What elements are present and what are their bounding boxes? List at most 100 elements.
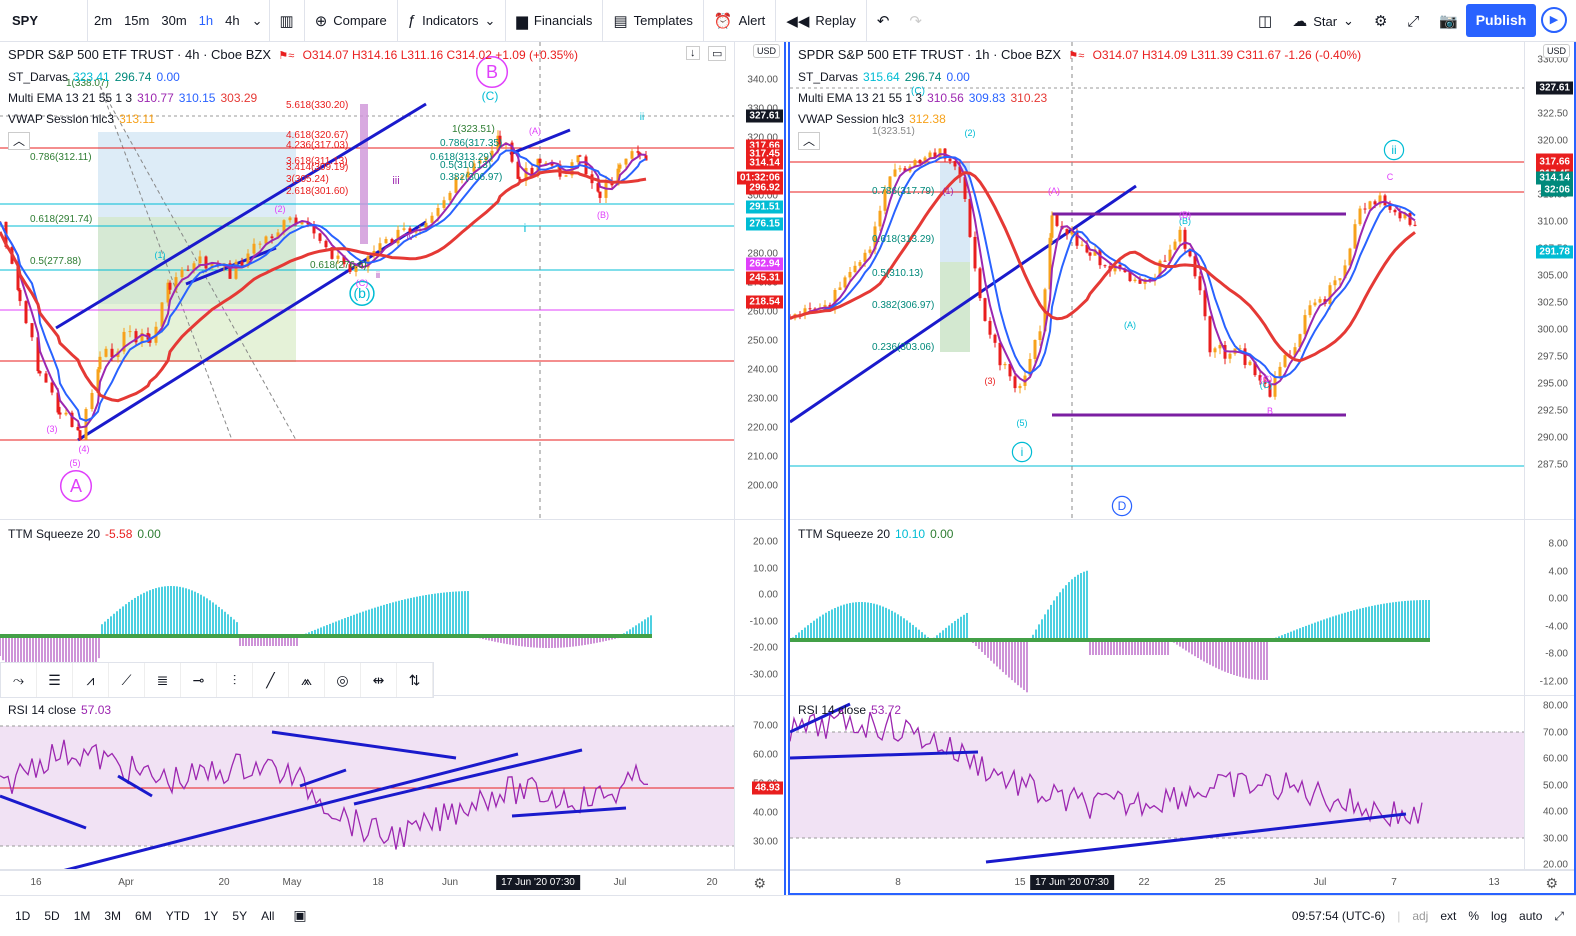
range-3M[interactable]: 3M: [104, 908, 122, 923]
scroll-down-icon[interactable]: ↓: [686, 46, 700, 60]
right-ind-vwap[interactable]: VWAP Session hlc3 312.38: [798, 109, 1361, 130]
indicators-button[interactable]: ƒ Indicators ⌄: [398, 0, 506, 42]
settings-button[interactable]: ⚙: [1364, 0, 1397, 42]
gear-icon[interactable]: ⚙: [1545, 875, 1558, 891]
undo-button[interactable]: ↶: [867, 0, 900, 42]
fullscreen-button[interactable]: ⤢: [1397, 0, 1429, 42]
range-YTD[interactable]: YTD: [165, 908, 190, 923]
spiral-icon[interactable]: ◎: [325, 663, 361, 697]
ext-toggle[interactable]: ext: [1440, 909, 1457, 923]
collapse-legend-button[interactable]: ︿: [8, 132, 30, 150]
left-title[interactable]: SPDR S&P 500 ETF TRUST · 4h · Cboe BZX: [8, 47, 271, 62]
right-ind-ema[interactable]: Multi EMA 13 21 55 1 3 310.56 309.83 310.23: [798, 88, 1361, 109]
left-open: O314.07: [302, 48, 349, 62]
interval-4h[interactable]: 4h: [225, 12, 240, 28]
abc-pattern-icon[interactable]: ⤳: [1, 663, 37, 697]
rsi-trendline: [63, 752, 519, 869]
right-ind-darvas[interactable]: ST_Darvas 315.64 296.74 0.00: [798, 67, 1361, 88]
fullscreen-icon[interactable]: ⤢: [1554, 908, 1564, 923]
right-time-axis[interactable]: 8 15 22 25 Jul 7 13 17 Jun '20 07:30 ⚙: [790, 870, 1574, 895]
elliott-wave-icon[interactable]: ⩘: [73, 663, 109, 697]
auto-toggle[interactable]: auto: [1519, 909, 1543, 923]
percent-toggle[interactable]: %: [1468, 909, 1480, 923]
publish-button[interactable]: Publish: [1466, 4, 1536, 37]
collapse-legend-button[interactable]: ︿: [798, 132, 820, 150]
right-alert-icon[interactable]: ⚑≈: [1068, 50, 1085, 62]
chart-type-button[interactable]: ▥: [270, 0, 304, 42]
trend-angle-icon[interactable]: ⟋: [109, 663, 145, 697]
left-time-axis[interactable]: 16 Apr 20 May 18 Jun Jul 20 17 Jun '20 07:30 ⚙: [0, 870, 784, 895]
snapshot-button[interactable]: 📷: [1429, 0, 1468, 42]
range-1Y[interactable]: 1Y: [203, 908, 219, 923]
log-toggle[interactable]: log: [1491, 909, 1508, 923]
axis-tick: 310.00: [1537, 216, 1568, 228]
time-tick: 15: [1014, 877, 1026, 888]
horizontal-ray-icon[interactable]: ⊸: [181, 663, 217, 697]
alert-button[interactable]: ⏰ Alert: [704, 0, 775, 42]
horizontal-lines-icon[interactable]: ☰: [37, 663, 73, 697]
candle: [858, 262, 862, 266]
trend-line-icon[interactable]: ╱: [253, 663, 289, 697]
financials-button[interactable]: ▆ Financials: [506, 0, 602, 42]
price-label: 245.31: [746, 271, 783, 285]
clock-time[interactable]: 09:57:54 (UTC-6): [1291, 909, 1386, 923]
fib-retracement-icon[interactable]: ≣: [145, 663, 181, 697]
left-squeeze-axis[interactable]: 20.00 10.00 0.00 -10.00 -20.00 -30.00: [734, 520, 784, 695]
left-ind-ema[interactable]: Multi EMA 13 21 55 1 3 310.77 310.15 303.29: [8, 88, 578, 109]
currency-label[interactable]: USD: [1542, 44, 1570, 58]
axis-tick: 30.00: [752, 836, 778, 848]
right-chart-panel[interactable]: 1(323.51) 0.786(317.79) 0.618(313.29) 0.5(3…: [788, 42, 1576, 895]
date-range-calendar-icon[interactable]: ▣: [293, 907, 307, 923]
candle: [228, 263, 232, 279]
range-5D[interactable]: 5D: [44, 908, 60, 923]
play-icon[interactable]: ▶: [1541, 7, 1567, 33]
candle: [953, 161, 957, 167]
right-rsi-axis[interactable]: 80.00 70.00 60.00 50.00 40.00 30.00 20.00: [1524, 696, 1574, 869]
right-rsi-pane[interactable]: RSI 14 close 53.72 80.00 70.00 60.00 50.00 40…: [790, 696, 1574, 870]
interval-dropdown-icon[interactable]: ⌄: [251, 12, 263, 28]
candle: [1318, 299, 1322, 303]
interval-1h[interactable]: 1h: [198, 12, 214, 28]
interval-30m[interactable]: 30m: [161, 12, 187, 28]
pattern-icon[interactable]: ⩕: [289, 663, 325, 697]
layout-button[interactable]: ◫: [1248, 0, 1282, 42]
templates-button[interactable]: ▤ Templates: [603, 0, 702, 42]
range-1M[interactable]: 1M: [73, 908, 91, 923]
candle: [1113, 264, 1117, 272]
range-5Y[interactable]: 5Y: [232, 908, 248, 923]
date-range-icon[interactable]: ⇹: [361, 663, 397, 697]
left-alert-icon[interactable]: ⚑≈: [278, 50, 295, 62]
right-squeeze-pane[interactable]: TTM Squeeze 20 10.10 0.00 8.00 4.00 0.00 -4.0…: [790, 520, 1574, 696]
left-ind-vwap[interactable]: VWAP Session hlc3 313.11: [8, 109, 578, 130]
bars-icon[interactable]: ⫶: [217, 663, 253, 697]
axis-tick: 240.00: [747, 364, 778, 376]
gear-icon[interactable]: ⚙: [753, 875, 766, 891]
right-price-axis[interactable]: USD 330.00325.00322.50320.00317.50315.00…: [1524, 42, 1574, 519]
interval-2m[interactable]: 2m: [94, 12, 113, 28]
replay-button[interactable]: ◀◀ Replay: [776, 0, 866, 42]
symbol-search[interactable]: SPY: [0, 0, 88, 42]
range-All[interactable]: All: [261, 908, 275, 923]
price-range-icon[interactable]: ⇅: [397, 663, 433, 697]
range-6M[interactable]: 6M: [135, 908, 152, 923]
right-title[interactable]: SPDR S&P 500 ETF TRUST · 1h · Cboe BZX: [798, 47, 1061, 62]
save-layout-button[interactable]: ☁ Star ⌄: [1282, 0, 1364, 42]
adj-toggle[interactable]: adj: [1412, 909, 1429, 923]
maximize-icon[interactable]: ▭: [708, 46, 727, 61]
currency-label[interactable]: USD: [752, 44, 780, 58]
redo-button[interactable]: ↷: [899, 0, 932, 42]
candle: [1098, 249, 1102, 266]
left-price-pane[interactable]: 5.618(330.20) 4.618(320.67) 4.236(317.03) 3…: [0, 42, 784, 520]
axis-tick: 70.00: [752, 720, 778, 732]
left-price-axis[interactable]: USD 340.00330.00320.00310.00300.00290.00…: [734, 42, 784, 519]
left-ind-darvas[interactable]: ST_Darvas 323.41 296.74 0.00: [8, 67, 578, 88]
right-price-pane[interactable]: 1(323.51) 0.786(317.79) 0.618(313.29) 0.5(3…: [790, 42, 1574, 520]
axis-tick: 200.00: [747, 480, 778, 492]
left-chart-panel[interactable]: 5.618(330.20) 4.618(320.67) 4.236(317.03) 3…: [0, 42, 786, 895]
range-1D[interactable]: 1D: [15, 908, 31, 923]
right-squeeze-axis[interactable]: 8.00 4.00 0.00 -4.00 -8.00 -12.00: [1524, 520, 1574, 695]
compare-button[interactable]: ⊕ Compare: [305, 0, 397, 42]
interval-15m[interactable]: 15m: [124, 12, 150, 28]
